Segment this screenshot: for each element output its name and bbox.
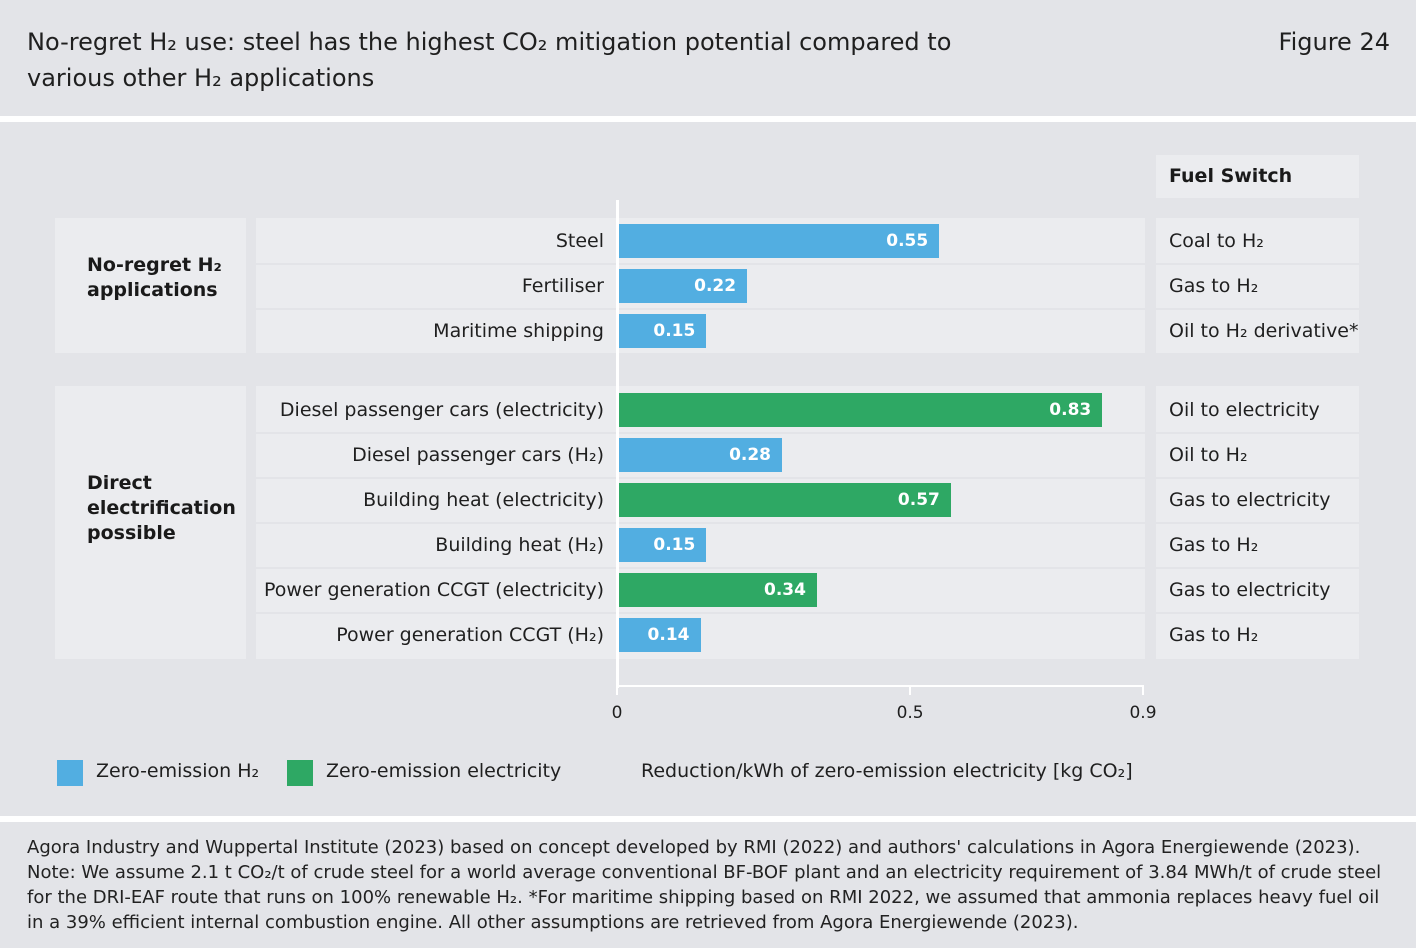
x-axis-line (616, 685, 1144, 687)
row-separator (256, 522, 1145, 524)
chart-title: No-regret H₂ use: steel has the highest … (27, 28, 952, 92)
row-separator (1156, 612, 1359, 614)
fuel-switch-steel: Coal to H₂ (1169, 230, 1264, 252)
bar-value-power-generation-ccgt-h: 0.14 (647, 625, 690, 645)
x-tick-label: 0 (611, 703, 623, 723)
bar-value-diesel-passenger-cars-electricity: 0.83 (1049, 400, 1092, 420)
category-label-building-heat-h: Building heat (H₂) (435, 534, 604, 556)
fuel-switch-building-heat-h: Gas to H₂ (1169, 534, 1259, 556)
row-separator (256, 477, 1145, 479)
row-separator (256, 567, 1145, 569)
fuel-panel-no-regret (1156, 218, 1359, 353)
row-separator (1156, 263, 1359, 265)
x-tick (1142, 685, 1144, 695)
fuel-switch-building-heat-electricity: Gas to electricity (1169, 489, 1331, 511)
bar-value-power-generation-ccgt-electricity: 0.34 (764, 580, 806, 600)
legend-swatch-h2 (57, 760, 83, 786)
category-label-diesel-passenger-cars-h: Diesel passenger cars (H₂) (352, 444, 604, 466)
bar-power-generation-ccgt-electricity (619, 573, 817, 607)
bar-value-fertiliser: 0.22 (694, 276, 737, 296)
y-axis-line (616, 200, 619, 688)
fuel-switch-header-panel (1156, 155, 1359, 198)
bar-maritime-shipping (619, 314, 707, 348)
row-separator (1156, 522, 1359, 524)
row-separator (1156, 477, 1359, 479)
fuel-switch-header: Fuel Switch (1169, 165, 1293, 187)
bar-value-diesel-passenger-cars-h: 0.28 (729, 445, 772, 465)
bar-steel (619, 224, 940, 258)
category-label-steel: Steel (555, 230, 604, 252)
fuel-switch-maritime-shipping: Oil to H₂ derivative* (1169, 320, 1359, 342)
figure-number: Figure 24 (1278, 28, 1390, 56)
row-separator (1156, 567, 1359, 569)
bar-value-building-heat-h: 0.15 (653, 535, 696, 555)
bar-value-maritime-shipping: 0.15 (653, 321, 696, 341)
category-label-power-generation-ccgt-h: Power generation CCGT (H₂) (336, 624, 604, 646)
group-title-direct-electrification: Direct electrification possible (87, 472, 236, 544)
row-separator (1156, 432, 1359, 434)
x-tick-label: 0.9 (1129, 703, 1157, 723)
fuel-switch-diesel-passenger-cars-electricity: Oil to electricity (1169, 399, 1320, 421)
source-note: Agora Industry and Wuppertal Institute (… (27, 837, 1382, 933)
bar-building-heat-electricity (619, 483, 951, 517)
category-label-power-generation-ccgt-electricity: Power generation CCGT (electricity) (264, 579, 604, 601)
category-label-building-heat-electricity: Building heat (electricity) (363, 489, 604, 511)
fuel-switch-power-generation-ccgt-h: Gas to H₂ (1169, 624, 1259, 646)
row-separator (256, 308, 1145, 310)
group-panel-no-regret (55, 218, 246, 353)
legend-swatch-electricity (287, 760, 313, 786)
footer-band (0, 822, 1416, 948)
bar-fertiliser (619, 269, 748, 303)
x-tick (616, 685, 618, 695)
group-panel-direct-electrification (55, 386, 246, 659)
x-axis-label: Reduction/kWh of zero-emission electrici… (641, 760, 1133, 782)
bar-diesel-passenger-cars-h (619, 438, 783, 472)
category-label-maritime-shipping: Maritime shipping (433, 320, 604, 342)
fuel-switch-fertiliser: Gas to H₂ (1169, 275, 1259, 297)
bar-value-building-heat-electricity: 0.57 (897, 490, 940, 510)
row-separator (1156, 308, 1359, 310)
bar-value-steel: 0.55 (886, 231, 929, 251)
row-separator (256, 263, 1145, 265)
group-title-no-regret: No-regret H₂ applications (87, 254, 222, 301)
bar-diesel-passenger-cars-electricity (619, 393, 1103, 427)
row-separator (256, 612, 1145, 614)
x-tick (909, 685, 912, 695)
fuel-switch-power-generation-ccgt-electricity: Gas to electricity (1169, 579, 1331, 601)
legend-label-electricity: Zero-emission electricity (326, 760, 562, 782)
fuel-switch-diesel-passenger-cars-h: Oil to H₂ (1169, 444, 1248, 466)
category-label-fertiliser: Fertiliser (521, 275, 604, 297)
x-tick-label: 0.5 (896, 703, 924, 723)
legend-label-h2: Zero-emission H₂ (96, 760, 260, 782)
row-separator (256, 432, 1145, 434)
bar-building-heat-h (619, 528, 707, 562)
header-band (0, 0, 1416, 116)
category-label-diesel-passenger-cars-electricity: Diesel passenger cars (electricity) (279, 399, 604, 421)
bar-power-generation-ccgt-h (619, 618, 701, 652)
